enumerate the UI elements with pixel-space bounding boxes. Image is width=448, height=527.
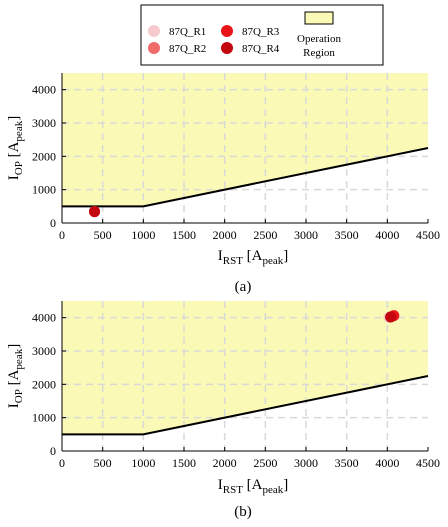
legend-label-87Q_R1: 87Q_R1	[169, 26, 206, 38]
y-tick-label: 2000	[32, 377, 56, 391]
x-tick-label: 0	[59, 456, 65, 470]
x-tick-label: 500	[94, 456, 112, 470]
operation-region	[62, 73, 428, 207]
x-tick-label: 4000	[375, 228, 399, 242]
x-tick-label: 500	[94, 228, 112, 242]
characteristic-line	[62, 147, 429, 208]
legend-label-87Q_R2: 87Q_R2	[169, 43, 206, 55]
data-point-87Q_R4	[385, 311, 397, 323]
x-axis-title: IRST [Apeak]	[218, 248, 289, 267]
x-tick-label: 4000	[375, 456, 399, 470]
y-tick-label: 0	[50, 444, 56, 458]
x-tick-label: 3500	[335, 228, 359, 242]
y-tick-label: 4000	[32, 83, 56, 97]
y-tick-label: 1000	[32, 183, 56, 197]
legend-marker-87Q_R4	[221, 42, 233, 54]
x-tick-label: 3000	[294, 456, 318, 470]
y-axis-title: IOP [Apeak]	[6, 116, 25, 180]
y-tick-label: 4000	[32, 311, 56, 325]
panel-a: 0 500 1000 1500 2000 2500 3000 3500 4000 4500 0 100…	[6, 73, 440, 295]
legend-marker-87Q_R1	[148, 25, 160, 37]
y-tick-label: 3000	[32, 344, 56, 358]
legend-label-87Q_R3: 87Q_R3	[242, 26, 280, 38]
x-tick-label: 1000	[131, 456, 155, 470]
x-tick-label: 2500	[253, 456, 277, 470]
legend-region-swatch	[304, 11, 334, 25]
characteristic-line	[62, 375, 429, 436]
x-tick-label: 1000	[131, 228, 155, 242]
x-tick-label: 1500	[172, 228, 196, 242]
legend-marker-87Q_R3	[221, 25, 233, 37]
legend-frame	[140, 4, 384, 66]
x-tick-label: 2500	[253, 228, 277, 242]
y-tick-label: 2000	[32, 149, 56, 163]
x-tick-label: 3000	[294, 228, 318, 242]
y-tick-label: 0	[50, 216, 56, 230]
panel-label: (a)	[235, 279, 252, 295]
y-tick-label: 1000	[32, 411, 56, 425]
legend-marker-87Q_R2	[148, 42, 160, 54]
data-point-87Q_R4	[89, 206, 101, 218]
x-tick-label: 3500	[335, 456, 359, 470]
operation-region	[62, 301, 428, 435]
x-tick-label: 2000	[213, 456, 237, 470]
panel-b: 0 500 1000 1500 2000 2500 3000 3500 4000 4500 0 100…	[6, 301, 440, 520]
legend-label-87Q_R4: 87Q_R4	[242, 43, 280, 55]
legend-region-label-line2: Region	[303, 47, 335, 59]
panel-label: (b)	[234, 504, 252, 520]
legend: 87Q_R1 87Q_R2 87Q_R3 87Q_R4 Operation Re…	[140, 4, 384, 66]
x-tick-label: 1500	[172, 456, 196, 470]
x-tick-label: 0	[59, 228, 65, 242]
legend-region-label-line1: Operation	[297, 33, 341, 45]
x-tick-label: 4500	[416, 456, 440, 470]
x-axis-title: IRST [Apeak]	[218, 477, 289, 496]
y-tick-label: 3000	[32, 116, 56, 130]
x-tick-label: 4500	[416, 228, 440, 242]
x-tick-label: 2000	[213, 228, 237, 242]
y-axis-title: IOP [Apeak]	[6, 344, 25, 408]
